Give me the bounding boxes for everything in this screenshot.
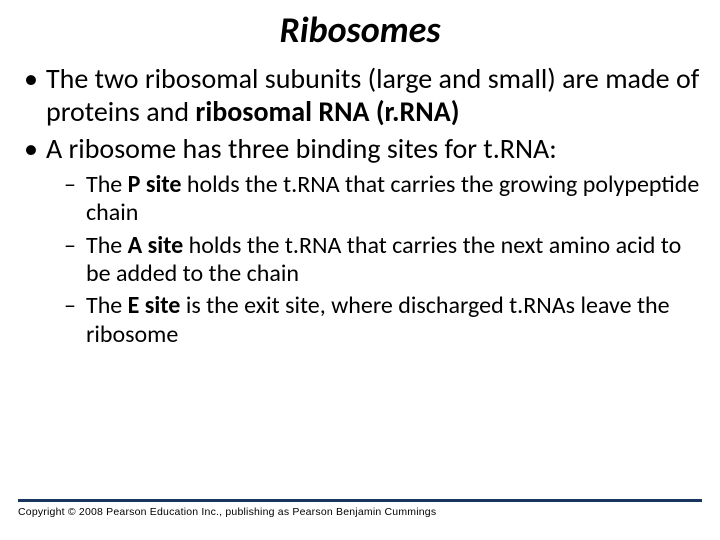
sub3-pre: The: [86, 291, 128, 320]
sub-bullet-3: The E site is the exit site, where disch…: [64, 292, 702, 349]
footer-rule: [18, 499, 702, 502]
sub2-bold: A site: [128, 231, 184, 260]
sub2-pre: The: [86, 231, 128, 260]
copyright-text: Copyright © 2008 Pearson Education Inc.,…: [18, 506, 702, 518]
footer: Copyright © 2008 Pearson Education Inc.,…: [18, 499, 702, 518]
bullet-2: A ribosome has three binding sites for t…: [18, 132, 702, 349]
sub1-pre: The: [86, 170, 128, 199]
sub-bullet-list: The P site holds the t.RNA that carries …: [46, 171, 702, 349]
sub-bullet-1: The P site holds the t.RNA that carries …: [64, 171, 702, 228]
bullet-2-text: A ribosome has three binding sites for t…: [46, 131, 557, 166]
bullet-1-bold: ribosomal RNA (r.RNA): [195, 94, 459, 129]
slide-title: Ribosomes: [18, 8, 702, 52]
bullet-1: The two ribosomal subunits (large and sm…: [18, 62, 702, 128]
sub1-bold: P site: [128, 170, 182, 199]
bullet-list: The two ribosomal subunits (large and sm…: [18, 62, 702, 349]
sub3-bold: E site: [128, 291, 181, 320]
slide: Ribosomes The two ribosomal subunits (la…: [0, 0, 720, 540]
sub-bullet-2: The A site holds the t.RNA that carries …: [64, 232, 702, 289]
